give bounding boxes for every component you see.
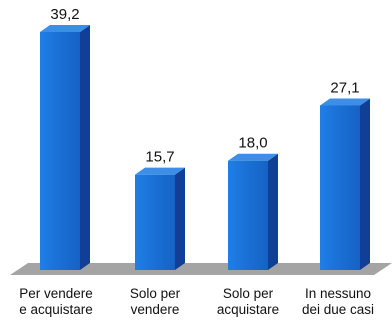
bar-value-label: 27,1 (330, 79, 359, 96)
bar-side-face (268, 153, 278, 270)
bars-group (40, 25, 370, 270)
bar-top-face (135, 167, 185, 175)
bar (135, 167, 185, 270)
category-label-line: Solo per (222, 286, 274, 301)
bar-side-face (175, 167, 185, 270)
category-label-line: Per vendere (19, 286, 93, 301)
category-label-line: vendere (130, 302, 180, 317)
value-labels-group: 39,2 15,7 18,0 27,1 (50, 6, 359, 166)
bar-front-face (40, 32, 80, 270)
category-label: Solo per vendere (107, 286, 203, 318)
bar-value-label: 15,7 (145, 149, 174, 166)
bar-top-face (228, 153, 278, 161)
bar (40, 25, 90, 270)
bar-front-face (228, 160, 268, 270)
category-label: Per vendere e acquistare (8, 286, 104, 318)
bar-top-face (40, 25, 90, 32)
chart-floor (10, 263, 392, 275)
category-label: Solo per acquistare (200, 286, 296, 318)
bar-front-face (320, 105, 360, 270)
category-label-line: Solo per (129, 286, 181, 301)
bar-value-label: 39,2 (50, 6, 79, 23)
category-label-line: e acquistare (19, 302, 93, 317)
category-label: In nessuno dei due casi (290, 286, 386, 318)
category-label-line: In nessuno (304, 286, 372, 301)
bar-side-face (360, 98, 370, 270)
category-label-line: dei due casi (301, 302, 375, 317)
bar (228, 153, 278, 270)
category-label-line: acquistare (216, 302, 280, 317)
bar-top-face (320, 98, 370, 106)
bar-side-face (80, 25, 90, 270)
bar-value-label: 18,0 (238, 135, 267, 152)
bar (320, 98, 370, 270)
bar-front-face (135, 174, 175, 270)
